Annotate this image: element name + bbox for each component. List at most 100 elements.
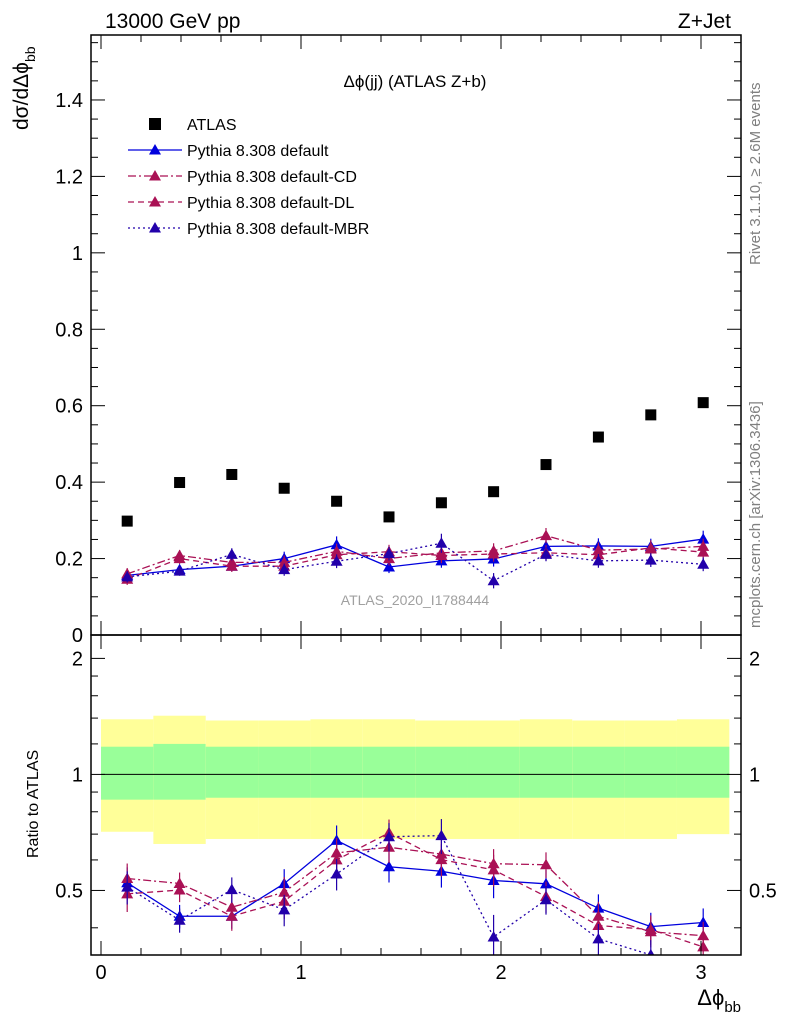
ratio-series-point	[121, 881, 134, 892]
main-ylabel: dσ/dΔϕbb	[10, 46, 38, 130]
ratio-series-point	[487, 930, 500, 942]
main-ytick-label: 1.2	[55, 166, 83, 188]
ratio-series-point	[540, 893, 552, 905]
ratio-band-inner	[676, 746, 730, 798]
ratio-series-point	[697, 940, 710, 952]
main-series-point	[592, 554, 605, 566]
ratio-series-point	[278, 903, 291, 915]
legend-marker	[149, 196, 161, 207]
atlas-data-point	[592, 431, 604, 443]
main-series-point	[697, 558, 710, 569]
ratio-ytick-label: 1	[72, 764, 83, 786]
ratio-ytick-label-right: 2	[749, 648, 760, 670]
ratio-band-inner	[624, 746, 677, 798]
atlas-data-point	[121, 515, 133, 527]
xtick-label: 2	[495, 962, 506, 984]
atlas-data-point	[540, 459, 552, 471]
main-ytick-label: 0.6	[55, 396, 83, 418]
rivet-version-label: Rivet 3.1.10, ≥ 2.6M events	[747, 83, 764, 266]
ratio-series-point	[644, 923, 657, 935]
ratio-series-point	[487, 863, 500, 875]
header-energy-label: 13000 GeV pp	[105, 10, 240, 33]
main-series-point	[487, 547, 500, 559]
ratio-series-point	[383, 860, 395, 872]
ratio-series-point	[173, 884, 186, 895]
ratio-series-line	[127, 832, 704, 948]
ratio-series-point	[697, 916, 710, 928]
main-ytick-label: 0.4	[55, 472, 83, 494]
ratio-series-line	[127, 846, 704, 937]
x-axis-label-text: Δϕ	[697, 985, 724, 1010]
main-series-line	[126, 547, 704, 580]
main-series-point	[383, 560, 395, 572]
ratio-band-inner	[205, 746, 259, 798]
legend: ATLAS Pythia 8.308 default Pythia 8.308 de…	[128, 117, 369, 238]
ratio-series-point	[225, 910, 238, 921]
x-axis-label: Δϕbb	[697, 985, 741, 1016]
ratio-ytick-label-right: 0.5	[749, 880, 777, 902]
main-series-point	[435, 549, 448, 561]
ratio-band-inner	[153, 743, 206, 800]
ratio-band-inner	[362, 746, 416, 798]
legend-label: Pythia 8.308 default-CD	[187, 169, 357, 186]
main-series-point	[173, 552, 186, 564]
main-series-line	[126, 534, 704, 575]
main-atlas-data	[121, 397, 709, 527]
ratio-series-group	[121, 819, 710, 955]
legend-marker	[149, 170, 161, 181]
ratio-series-point	[330, 868, 343, 879]
main-series-point	[225, 548, 238, 559]
legend-marker-atlas	[149, 118, 161, 130]
atlas-data-point	[226, 468, 238, 480]
legend-label: Pythia 8.308 default-DL	[187, 195, 354, 212]
legend-label: Pythia 8.308 default-MBR	[187, 221, 369, 238]
ratio-band-inner	[572, 746, 625, 798]
atlas-data-point	[645, 409, 657, 421]
ratio-series-point	[647, 948, 655, 955]
atlas-data-point	[331, 495, 343, 507]
main-series-point	[487, 574, 500, 586]
analysis-watermark: ATLAS_2020_I1788444	[341, 592, 490, 608]
main-series-point	[173, 565, 186, 576]
ratio-band-inner	[519, 746, 573, 798]
main-ylabel-subscript: bb	[22, 46, 38, 62]
chart-title: Δϕ(jj) (ATLAS Z+b)	[344, 72, 487, 91]
main-series-point	[383, 547, 395, 559]
atlas-data-point	[383, 511, 395, 523]
legend-marker	[149, 144, 161, 155]
mcplots-label: mcplots.cern.ch [arXiv:1306.3436]	[747, 401, 764, 628]
ratio-band-inner	[467, 746, 520, 798]
main-ytick-label: 1.4	[55, 90, 83, 112]
main-series-line	[127, 538, 704, 577]
ratio-series-point	[592, 932, 605, 944]
ratio-mc-series	[121, 819, 710, 955]
atlas-data-point	[435, 497, 447, 509]
ratio-uncertainty-bands	[101, 715, 730, 844]
main-series-point	[644, 541, 657, 553]
main-ytick-label: 0	[72, 625, 83, 647]
main-ytick-label: 1	[72, 243, 83, 265]
axis-ticks: 00.20.40.60.811.21.40.5 0.51 12 20 1 2 3	[55, 35, 777, 984]
xtick-label: 3	[695, 962, 706, 984]
main-series-point	[697, 533, 710, 544]
ratio-series-line	[126, 839, 704, 928]
main-series-point	[121, 570, 134, 582]
legend-label: ATLAS	[187, 117, 237, 134]
ratio-series-point	[540, 858, 552, 870]
ratio-band-inner	[310, 746, 363, 798]
ratio-series-point	[173, 914, 186, 925]
ratio-panel-frame	[90, 634, 742, 956]
ratio-band-inner	[415, 746, 468, 798]
ratio-series-point	[225, 883, 238, 895]
atlas-data-point	[488, 486, 500, 498]
ratio-series-point	[435, 853, 448, 865]
ratio-ytick-label: 0.5	[55, 880, 83, 902]
main-series-point	[330, 548, 343, 560]
ratio-ytick-label: 2	[72, 648, 83, 670]
main-series-point	[225, 560, 238, 571]
x-axis-label-subscript: bb	[724, 999, 741, 1016]
main-series-point	[435, 537, 448, 548]
ratio-series-line	[126, 834, 654, 955]
ratio-series-point	[435, 829, 448, 841]
ratio-ylabel: Ratio to ATLAS	[25, 750, 42, 858]
